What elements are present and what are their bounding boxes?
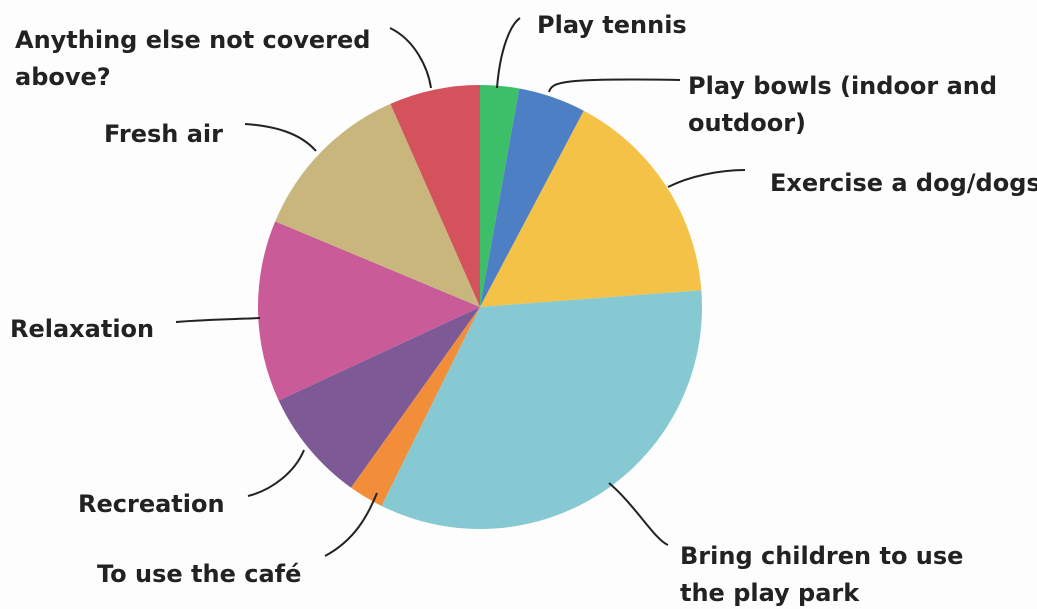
leader-lines-layer [175, 17, 746, 557]
slice-label-line: Fresh air [104, 120, 223, 148]
slice-label-to-use-the-caf: To use the café [97, 560, 301, 588]
slice-fresh-air [275, 103, 480, 308]
slice-label-line: Relaxation [10, 315, 154, 343]
leader-line-anything-else-not-covered-above [389, 27, 432, 89]
leader-line-play-bowls-indoor-and-outdoor [548, 78, 681, 93]
slice-bring-children-to-use-the-play-park [381, 290, 703, 530]
labels-layer: Play tennis Play bowls (indoor and outdoor… [10, 11, 1037, 607]
slice-play-bowls-indoor-and-outdoor [480, 88, 584, 307]
leader-line-relaxation [175, 317, 261, 323]
leader-line-bring-children-to-use-the-play-park [608, 482, 669, 546]
slice-relaxation [257, 221, 480, 401]
slice-label-recreation: Recreation [78, 490, 225, 518]
leader-line-to-use-the-caf [324, 492, 378, 557]
slice-anything-else-not-covered-above [390, 85, 480, 307]
slice-label-line: Recreation [78, 490, 225, 518]
slice-label-relaxation: Relaxation [10, 315, 154, 343]
slice-label-line: Exercise a dog/dogs [770, 169, 1037, 197]
leader-line-exercise-a-dog-dogs [667, 169, 746, 188]
slice-label-line: above? [15, 63, 111, 91]
slice-recreation [278, 307, 480, 488]
leader-line-fresh-air [244, 123, 317, 152]
leader-line-play-tennis [496, 17, 521, 89]
slice-label-line: Bring children to use [680, 542, 963, 570]
slice-label-line: outdoor) [688, 109, 806, 137]
slices-layer [257, 85, 703, 530]
slice-label-line: Anything else not covered [15, 26, 370, 54]
slice-label-exercise-a-dog-dogs: Exercise a dog/dogs [770, 169, 1037, 197]
slice-label-line: Play bowls (indoor and [688, 72, 997, 100]
slice-to-use-the-caf [351, 307, 480, 506]
leader-line-recreation [247, 449, 305, 497]
slice-label-fresh-air: Fresh air [104, 120, 223, 148]
slice-label-line: Play tennis [537, 11, 687, 39]
slice-label-play-tennis: Play tennis [537, 11, 687, 39]
slice-label-line: the play park [680, 579, 860, 607]
slice-label-bring-children-to-use-the-play-park: Bring children to use the play park [680, 542, 963, 607]
slice-play-tennis [480, 85, 520, 307]
slice-exercise-a-dog-dogs [480, 110, 702, 307]
slice-label-line: To use the café [97, 560, 301, 588]
slice-label-anything-else-not-covered-above: Anything else not covered above? [15, 26, 370, 91]
slice-label-play-bowls-indoor-and-outdoor: Play bowls (indoor and outdoor) [688, 72, 997, 137]
